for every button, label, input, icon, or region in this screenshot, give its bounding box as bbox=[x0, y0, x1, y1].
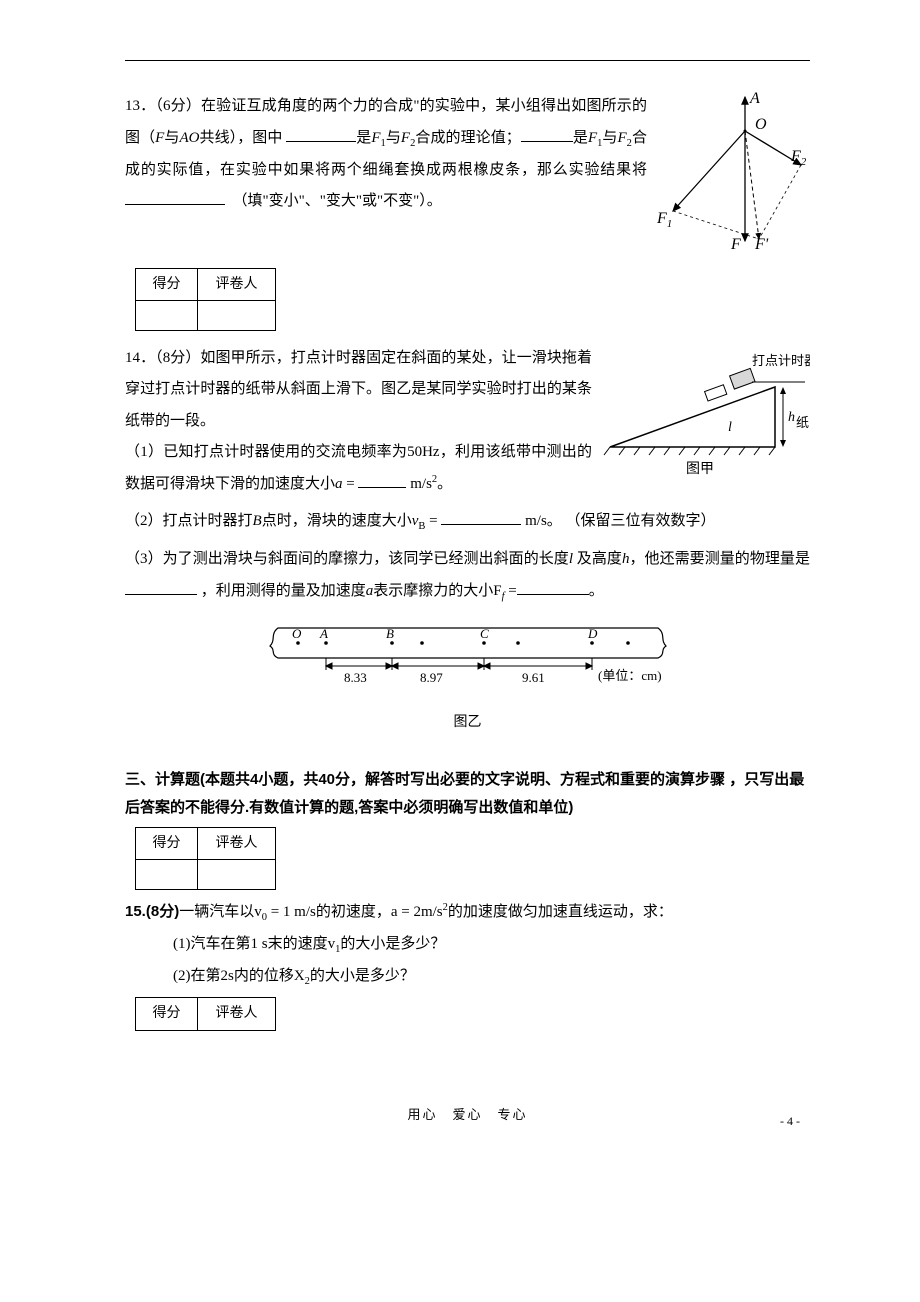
blank-qty[interactable] bbox=[125, 580, 197, 595]
label-F: F bbox=[730, 236, 741, 251]
figure-jia-incline: 打点计时器 纸 l h 图甲 bbox=[600, 347, 810, 490]
svg-text:纸: 纸 bbox=[796, 415, 809, 430]
figure-q13-vectors: O A F2 F1 F F' bbox=[655, 91, 810, 264]
q14-num: 14． bbox=[125, 350, 155, 366]
blank-1[interactable] bbox=[286, 127, 356, 142]
svg-text:图甲: 图甲 bbox=[686, 462, 714, 477]
label-A: A bbox=[749, 91, 760, 107]
caption-yi: 图乙 bbox=[258, 708, 678, 737]
q15-pts: (8分) bbox=[146, 903, 179, 920]
svg-text:C: C bbox=[480, 626, 489, 641]
score-table-1: 得分评卷人 bbox=[135, 268, 276, 331]
svg-text:(单位：cm): (单位：cm) bbox=[598, 668, 662, 683]
blank-vb[interactable] bbox=[441, 510, 521, 525]
blank-a[interactable] bbox=[358, 473, 406, 488]
figure-yi-tape: O A B C D bbox=[258, 618, 678, 738]
blank-ff[interactable] bbox=[517, 580, 589, 595]
label-O: O bbox=[755, 116, 767, 133]
q13-num: 13． bbox=[125, 98, 155, 114]
svg-text:h: h bbox=[788, 410, 795, 425]
page-number: - 4 - bbox=[780, 1109, 800, 1134]
svg-text:B: B bbox=[386, 626, 394, 641]
svg-text:F2: F2 bbox=[790, 148, 807, 168]
svg-text:F1: F1 bbox=[656, 210, 672, 230]
q13-pts: （6分） bbox=[155, 98, 201, 114]
section-3-heading: 三、计算题(本题共4小题，共40分，解答时写出必要的文字说明、方程式和重要的演算… bbox=[125, 766, 810, 823]
svg-text:O: O bbox=[292, 626, 302, 641]
page-footer: 用心 爱心 专心 bbox=[125, 1101, 810, 1128]
q14-pts: （8分） bbox=[155, 350, 200, 366]
top-rule bbox=[125, 60, 810, 61]
label-Fp: F' bbox=[754, 236, 769, 251]
svg-text:8.33: 8.33 bbox=[344, 670, 367, 685]
blank-3[interactable] bbox=[125, 190, 225, 205]
blank-2[interactable] bbox=[521, 127, 573, 142]
question-14: 打点计时器 纸 l h 图甲 14．（8分）如图甲所示，打点计时器固定在斜面的某… bbox=[125, 343, 810, 738]
svg-text:D: D bbox=[587, 626, 598, 641]
question-13: O A F2 F1 F F' 13．（6 bbox=[125, 91, 810, 331]
svg-text:打点计时器: 打点计时器 bbox=[752, 353, 810, 368]
question-15: 15.(8分)一辆汽车以v0 = 1 m/s的初速度，a = 2m/s2的加速度… bbox=[125, 896, 810, 1031]
svg-text:A: A bbox=[319, 626, 328, 641]
score-table-2: 得分评卷人 bbox=[135, 827, 276, 890]
q15-num: 15. bbox=[125, 903, 146, 920]
svg-text:8.97: 8.97 bbox=[420, 670, 443, 685]
svg-text:9.61: 9.61 bbox=[522, 670, 545, 685]
score-table-3: 得分评卷人 bbox=[135, 997, 276, 1030]
svg-text:l: l bbox=[728, 420, 732, 435]
